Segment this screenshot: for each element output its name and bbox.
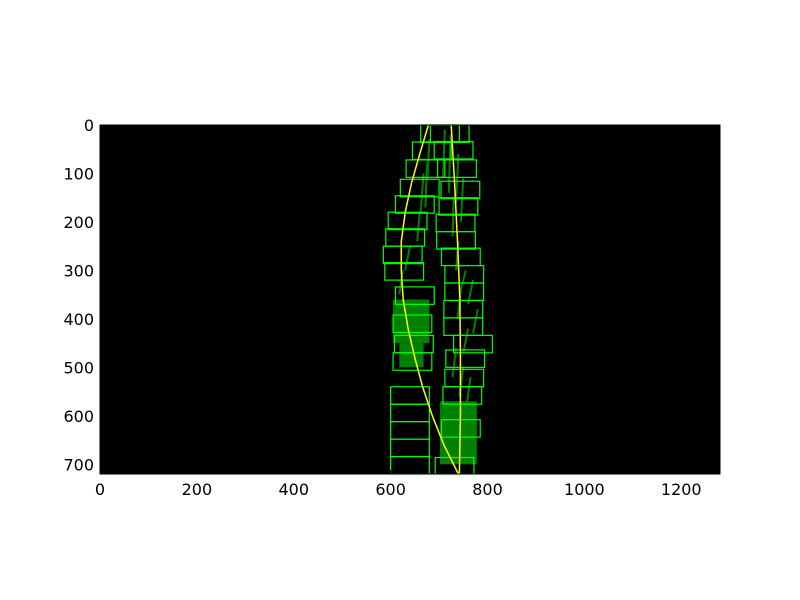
y-tick-label: 400 — [63, 310, 94, 329]
x-tick-label: 400 — [278, 480, 309, 499]
right-lane-pixel-streak — [447, 134, 452, 193]
left-search-window — [384, 262, 425, 281]
right-lane-pixel-streak — [455, 154, 460, 203]
y-tick-label: 500 — [63, 358, 94, 377]
left-lane-pixel-streak — [404, 245, 411, 271]
right-lane-pixel-streak — [466, 376, 472, 402]
left-search-window — [399, 178, 440, 198]
left-lane-pixel-blob — [393, 299, 430, 344]
x-tick-label: 800 — [472, 480, 503, 499]
right-search-window — [438, 197, 479, 216]
right-search-window — [437, 159, 477, 178]
right-lane-pixel-streak — [451, 197, 455, 237]
x-tick-label: 1200 — [661, 480, 702, 499]
right-lane-pixel-streak — [462, 328, 470, 354]
plot-frame — [99, 124, 721, 475]
x-tick-label: 1000 — [564, 480, 605, 499]
left-search-window — [392, 314, 433, 334]
left-search-window — [387, 211, 428, 231]
right-lane-pixel-streak — [459, 270, 467, 291]
left-search-window — [394, 195, 435, 214]
x-tick-label: 200 — [182, 480, 213, 499]
y-tick-label: 200 — [63, 213, 94, 232]
x-axis: 0 200 400 600 800 1000 1200 — [95, 125, 702, 499]
left-lane-pixel-streak — [419, 173, 425, 213]
left-lane-pixel-streak — [416, 212, 421, 242]
y-axis: 0 100 200 300 400 500 600 700 — [63, 116, 720, 474]
right-lane-pixel-streak — [441, 129, 446, 179]
left-lane-pixel-streak — [424, 163, 428, 208]
y-tick-label: 600 — [63, 407, 94, 426]
left-search-window — [390, 386, 430, 405]
lane-pixel-layer — [393, 129, 479, 465]
right-fit-curve — [450, 124, 462, 475]
right-lane-pixel-streak — [471, 308, 479, 334]
x-tick-label: 0 — [95, 480, 105, 499]
left-fit-curve — [400, 124, 460, 475]
x-tick-label: 600 — [375, 480, 406, 499]
y-tick-label: 700 — [63, 455, 94, 474]
right-search-window — [440, 247, 481, 267]
right-lane-pixel-blob — [440, 401, 477, 465]
left-search-window — [394, 286, 435, 305]
y-tick-label: 0 — [84, 116, 94, 135]
right-search-window — [444, 368, 485, 388]
left-lane-pixel-blob — [399, 343, 424, 368]
y-tick-label: 100 — [63, 164, 94, 183]
left-search-window — [385, 228, 426, 247]
fit-curve-layer — [400, 124, 462, 475]
right-search-window — [445, 349, 486, 368]
right-search-window — [440, 180, 481, 200]
y-tick-label: 300 — [63, 261, 94, 280]
